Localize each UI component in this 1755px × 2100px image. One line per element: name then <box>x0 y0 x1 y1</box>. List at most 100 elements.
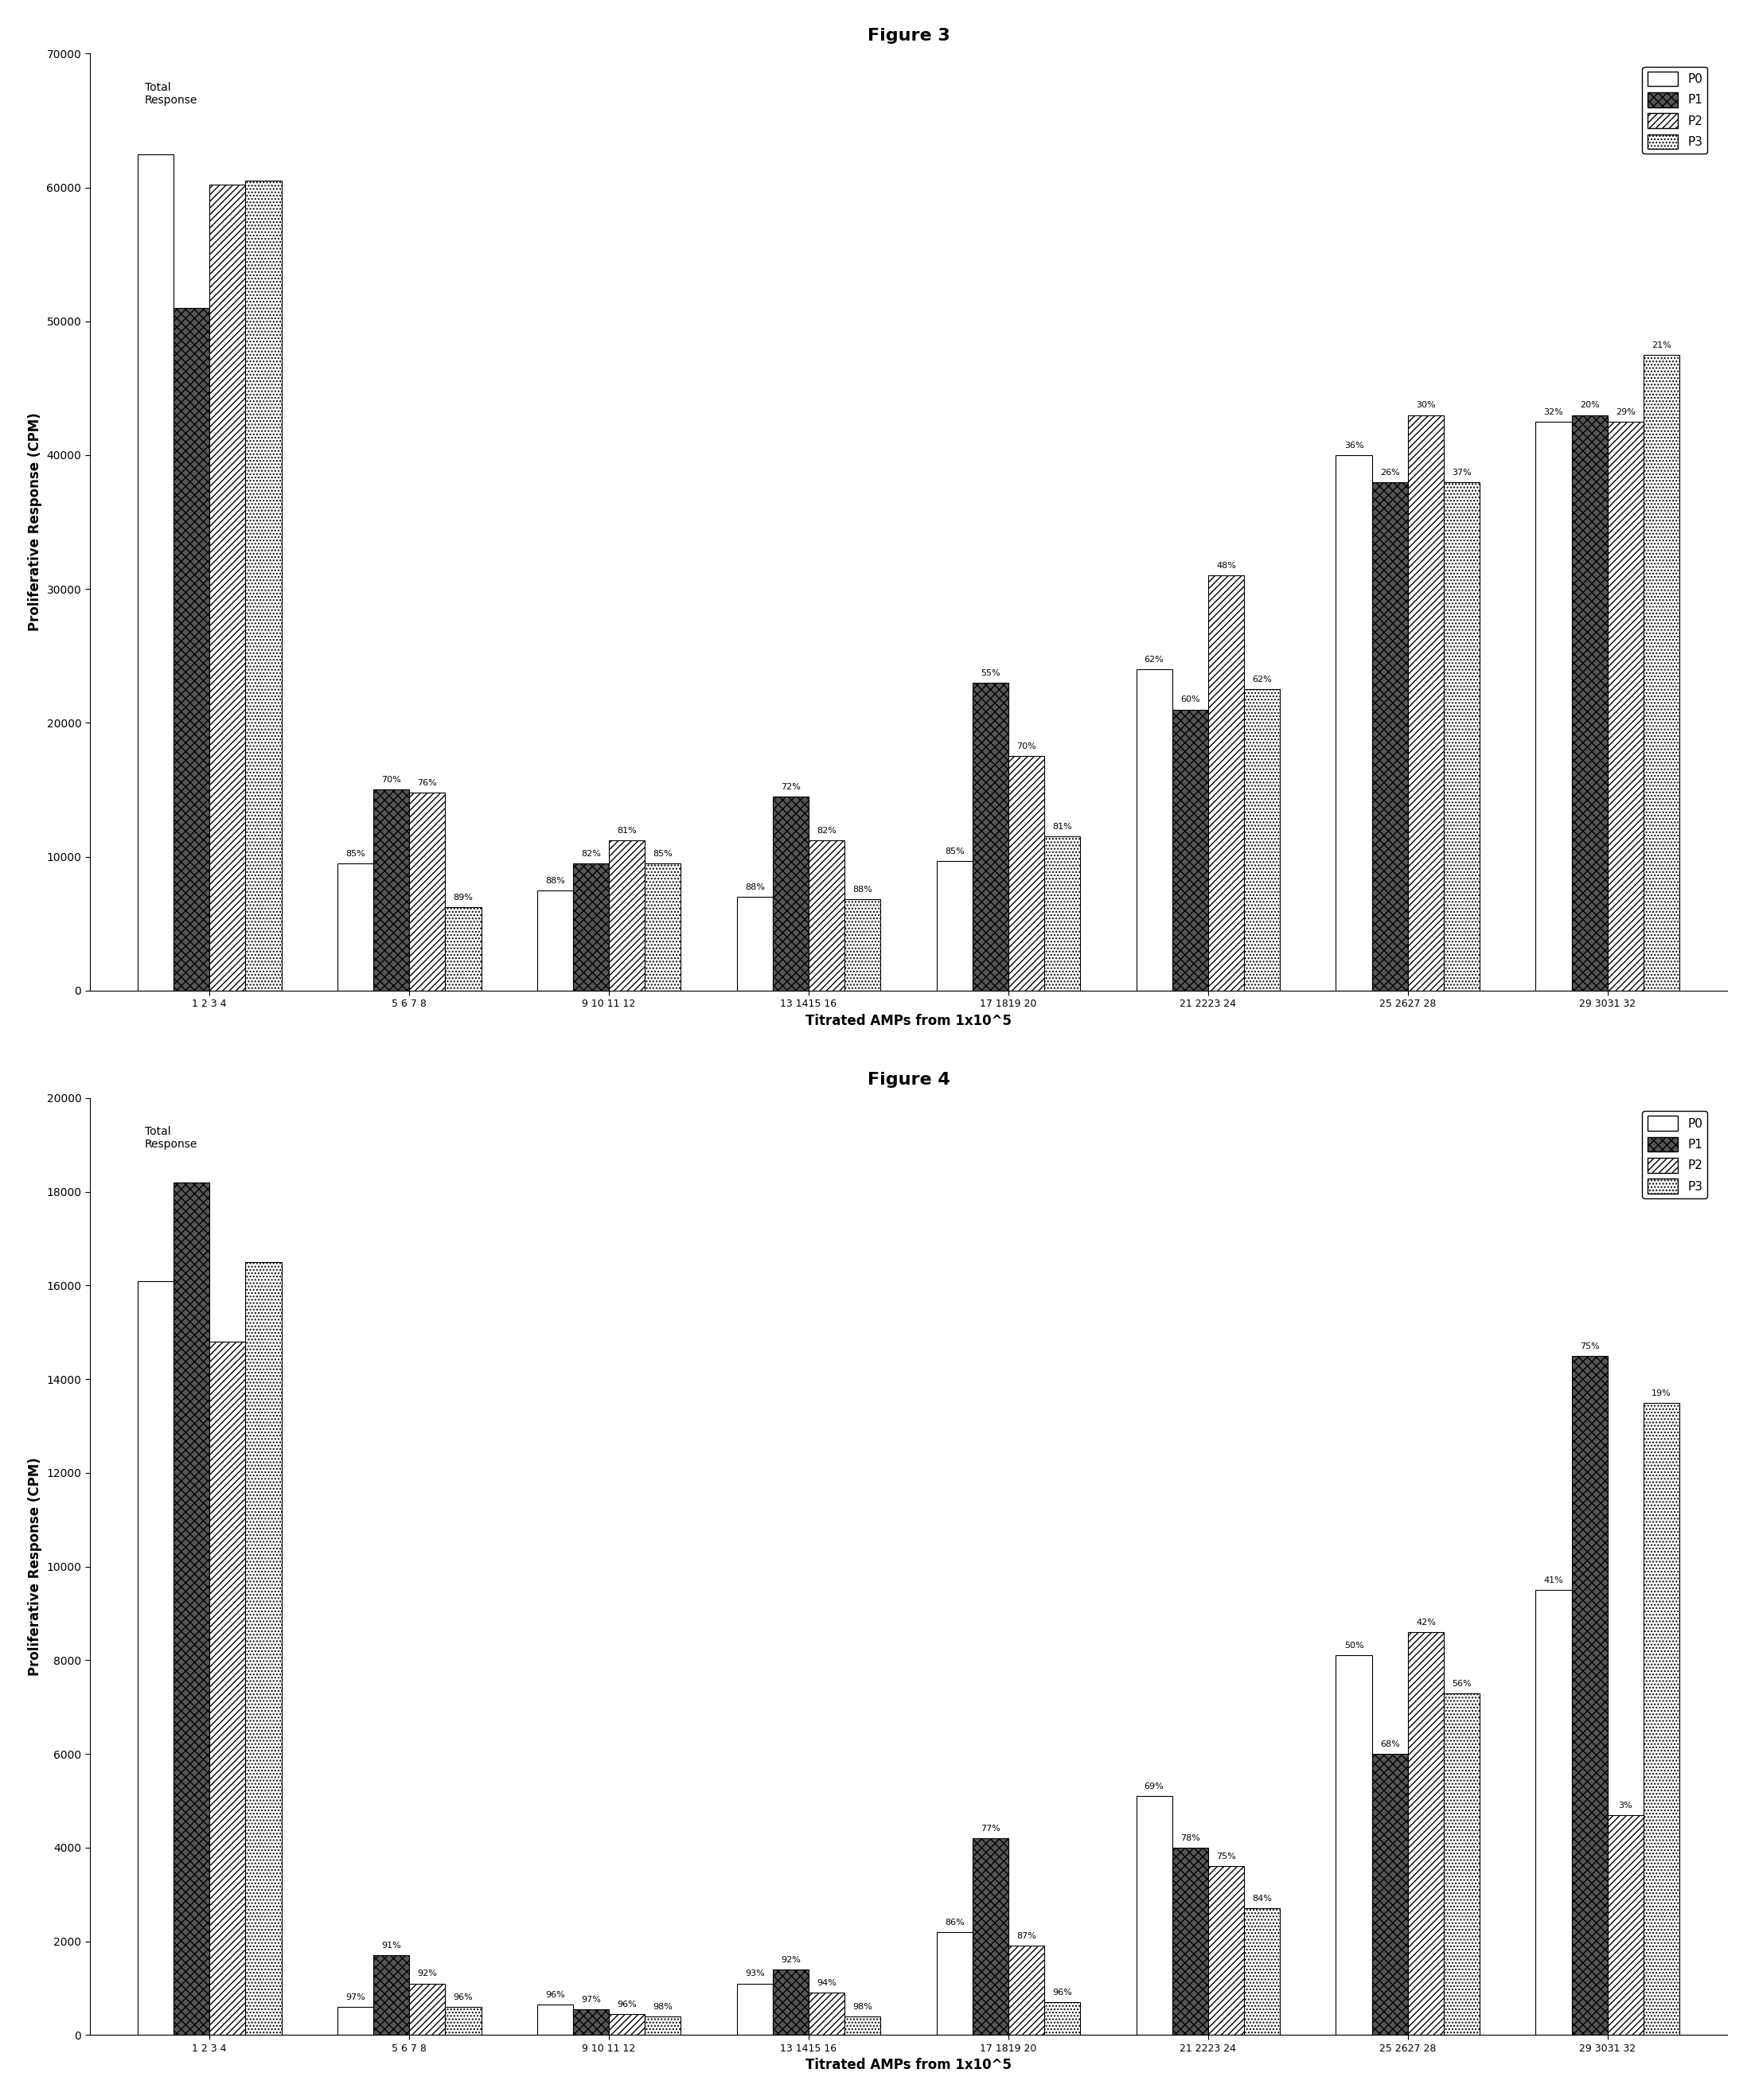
Bar <box>209 1342 246 2035</box>
Bar <box>1207 575 1244 991</box>
Bar <box>1244 689 1279 991</box>
Text: 96%: 96% <box>1053 1989 1072 1997</box>
Bar <box>409 1984 446 2035</box>
Text: 96%: 96% <box>618 2001 637 2008</box>
Text: 19%: 19% <box>1651 1388 1671 1396</box>
Text: 60%: 60% <box>1181 695 1200 704</box>
Text: 86%: 86% <box>944 1919 963 1926</box>
Text: 37%: 37% <box>1451 468 1472 477</box>
Bar <box>1244 1909 1279 2035</box>
Text: Total
Response: Total Response <box>146 82 198 105</box>
Y-axis label: Proliferative Response (CPM): Proliferative Response (CPM) <box>28 1457 42 1676</box>
Bar <box>209 185 246 991</box>
Bar <box>772 796 809 991</box>
Bar <box>772 1970 809 2035</box>
Text: 88%: 88% <box>744 884 765 890</box>
Bar <box>246 1262 281 2035</box>
Text: 81%: 81% <box>1053 823 1072 832</box>
Bar <box>972 682 1009 991</box>
Text: 70%: 70% <box>381 777 402 783</box>
Text: 42%: 42% <box>1416 1619 1436 1628</box>
Text: 20%: 20% <box>1580 401 1599 410</box>
Bar <box>844 2016 881 2035</box>
Bar <box>1009 756 1044 991</box>
Bar <box>446 2008 481 2035</box>
Text: 78%: 78% <box>1179 1833 1200 1842</box>
Bar <box>972 1838 1009 2035</box>
Bar <box>1608 1814 1643 2035</box>
Bar <box>1571 1357 1608 2035</box>
Bar <box>937 1932 972 2035</box>
Bar <box>1608 422 1643 991</box>
Bar <box>537 2005 572 2035</box>
Bar <box>809 1993 844 2035</box>
Text: 92%: 92% <box>418 1970 437 1978</box>
Text: 85%: 85% <box>653 850 672 857</box>
Y-axis label: Proliferative Response (CPM): Proliferative Response (CPM) <box>28 414 42 632</box>
Bar <box>937 861 972 991</box>
Text: 26%: 26% <box>1379 468 1400 477</box>
Text: 94%: 94% <box>816 1980 837 1987</box>
Text: 88%: 88% <box>546 876 565 884</box>
Text: 29%: 29% <box>1616 407 1636 416</box>
Bar <box>1044 836 1081 991</box>
Bar <box>1536 1590 1571 2035</box>
Text: 76%: 76% <box>418 779 437 788</box>
Text: 32%: 32% <box>1544 407 1564 416</box>
Bar <box>246 181 281 991</box>
Text: 62%: 62% <box>1251 676 1272 685</box>
X-axis label: Titrated AMPs from 1x10^5: Titrated AMPs from 1x10^5 <box>806 1014 1011 1027</box>
Bar <box>1172 710 1207 991</box>
Bar <box>609 840 644 991</box>
Bar <box>537 890 572 991</box>
Bar <box>1135 670 1172 991</box>
Text: 85%: 85% <box>944 846 963 855</box>
Bar <box>1172 1848 1207 2035</box>
Text: 77%: 77% <box>981 1825 1000 1833</box>
Bar <box>1571 416 1608 991</box>
Bar <box>1207 1867 1244 2035</box>
Bar <box>1044 2001 1081 2035</box>
Bar <box>1009 1947 1044 2035</box>
Bar <box>446 907 481 991</box>
Bar <box>1536 422 1571 991</box>
Text: 48%: 48% <box>1216 563 1236 569</box>
Bar <box>737 897 772 991</box>
Text: 69%: 69% <box>1144 1783 1164 1791</box>
Text: 89%: 89% <box>453 895 474 901</box>
Text: 41%: 41% <box>1544 1577 1564 1583</box>
Text: 70%: 70% <box>1016 743 1035 750</box>
Text: 91%: 91% <box>381 1943 402 1949</box>
Text: Total
Response: Total Response <box>146 1126 198 1151</box>
Bar <box>844 899 881 991</box>
Bar <box>644 2016 681 2035</box>
Text: 92%: 92% <box>781 1955 800 1964</box>
Legend: P0, P1, P2, P3: P0, P1, P2, P3 <box>1643 67 1708 153</box>
Bar <box>1408 1632 1444 2035</box>
Text: 88%: 88% <box>853 886 872 895</box>
Text: 62%: 62% <box>1144 655 1164 664</box>
Legend: P0, P1, P2, P3: P0, P1, P2, P3 <box>1643 1111 1708 1199</box>
Text: 3%: 3% <box>1618 1802 1632 1810</box>
Bar <box>1444 481 1479 991</box>
Bar <box>572 2010 609 2035</box>
X-axis label: Titrated AMPs from 1x10^5: Titrated AMPs from 1x10^5 <box>806 2058 1011 2073</box>
Text: 56%: 56% <box>1451 1680 1471 1688</box>
Bar <box>1372 1754 1408 2035</box>
Text: 30%: 30% <box>1416 401 1436 410</box>
Bar <box>1336 1655 1372 2035</box>
Text: 96%: 96% <box>546 1991 565 1999</box>
Bar <box>337 2008 374 2035</box>
Text: 36%: 36% <box>1344 441 1364 449</box>
Text: 55%: 55% <box>981 670 1000 676</box>
Bar <box>809 840 844 991</box>
Text: 87%: 87% <box>1016 1932 1035 1940</box>
Text: 50%: 50% <box>1344 1642 1364 1651</box>
Bar <box>1444 1693 1479 2035</box>
Text: 75%: 75% <box>1216 1852 1236 1861</box>
Title: Figure 3: Figure 3 <box>867 27 949 44</box>
Bar <box>609 2014 644 2035</box>
Bar <box>644 863 681 991</box>
Bar <box>137 1281 174 2035</box>
Text: 21%: 21% <box>1651 340 1671 349</box>
